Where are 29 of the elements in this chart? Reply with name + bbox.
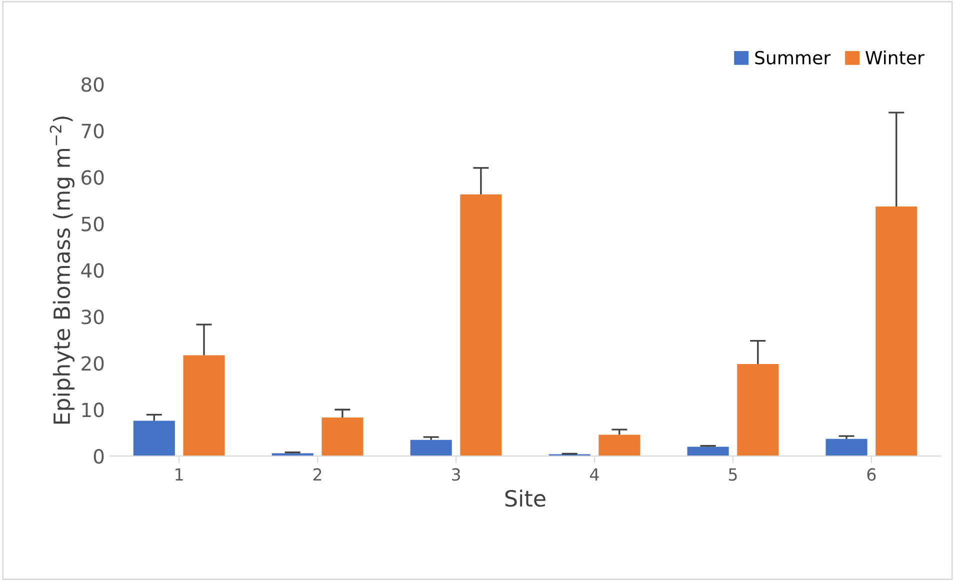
bar xyxy=(133,420,175,456)
y-tick-label: 70 xyxy=(82,124,104,138)
bar xyxy=(826,438,868,456)
y-tick-label: 80 xyxy=(82,77,104,92)
x-tick-label: 1 xyxy=(176,468,183,481)
legend-label: Summer xyxy=(755,50,831,64)
x-tick-label: 5 xyxy=(728,468,737,481)
y-tick-label: 20 xyxy=(82,356,104,371)
y-tick-label: 40 xyxy=(81,263,104,278)
y-tick-label: 30 xyxy=(82,310,104,324)
bar xyxy=(876,206,918,456)
x-tick-label: 3 xyxy=(452,468,460,481)
x-tick-label: 4 xyxy=(590,468,599,481)
bar xyxy=(737,364,779,456)
y-tick-label: 10 xyxy=(82,402,104,418)
x-axis-title: Site xyxy=(505,490,546,507)
bar xyxy=(598,434,640,456)
bar xyxy=(183,355,225,456)
x-tick-label: 6 xyxy=(867,468,876,481)
y-axis-title: Epiphyte Biomass (mg m$^{−2}$) xyxy=(50,116,74,424)
y-tick-label: 50 xyxy=(82,216,104,232)
x-tick-label: 2 xyxy=(313,468,322,481)
bar xyxy=(460,194,502,456)
bar xyxy=(687,446,729,456)
y-tick-label: 60 xyxy=(82,170,104,185)
y-tick-label: 0 xyxy=(94,449,104,464)
bar xyxy=(410,440,452,456)
legend-label: Winter xyxy=(866,50,924,64)
bar xyxy=(322,418,364,456)
